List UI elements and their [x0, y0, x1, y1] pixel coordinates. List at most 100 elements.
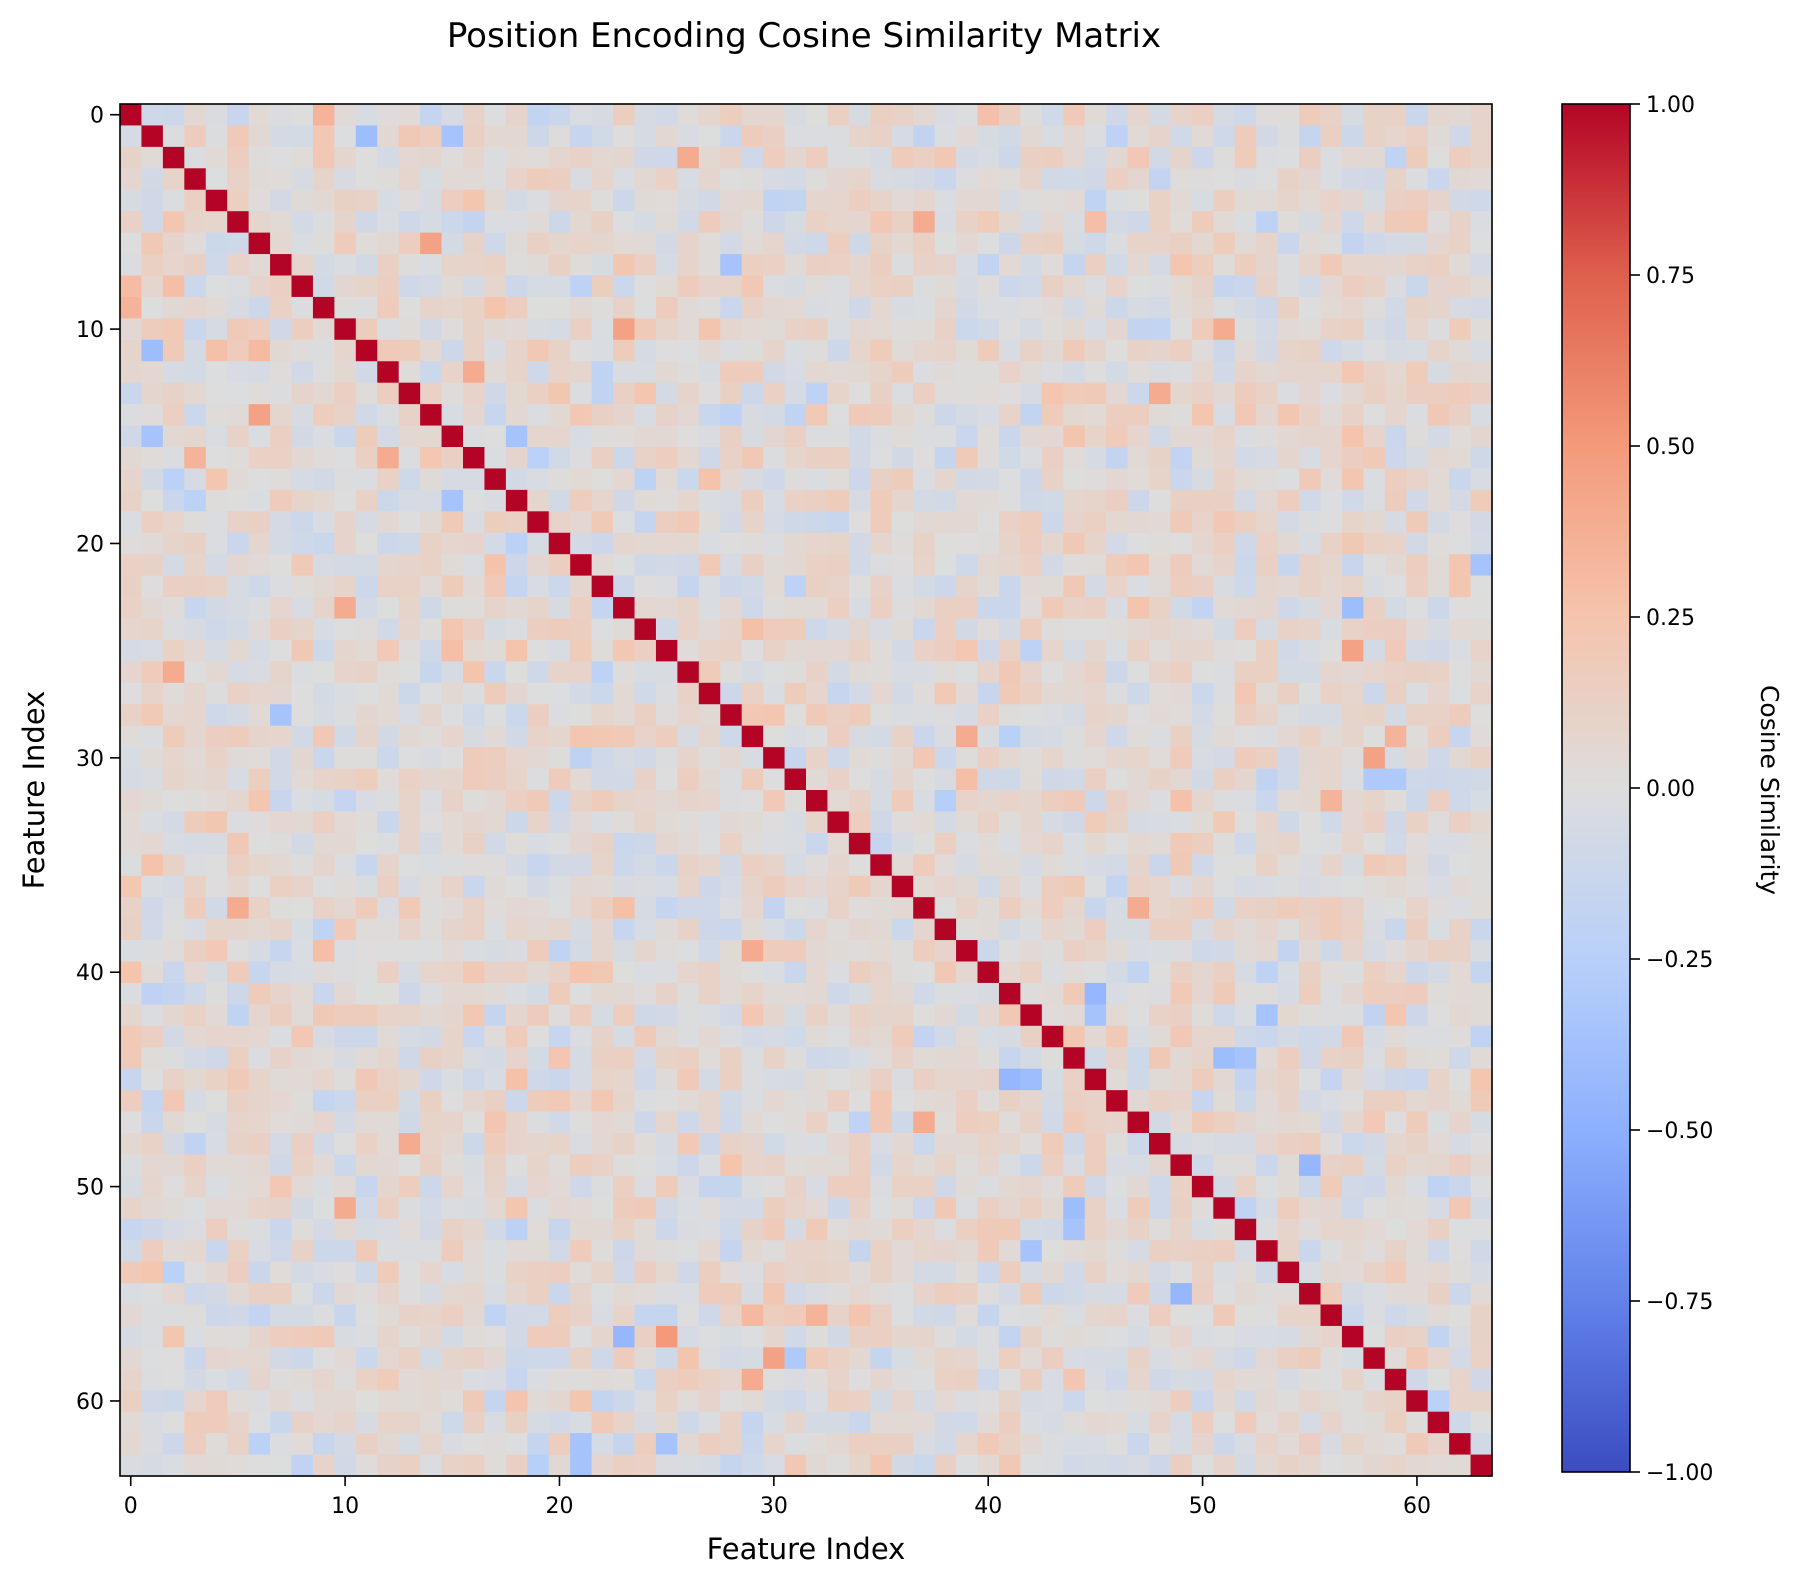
heatmap-cell [141, 1004, 164, 1027]
heatmap-cell [1406, 575, 1429, 598]
heatmap-cell [1234, 704, 1257, 727]
heatmap-cell [398, 661, 421, 684]
heatmap-cell [184, 768, 207, 791]
heatmap-cell [1341, 1154, 1364, 1177]
heatmap-cell [291, 554, 314, 577]
heatmap-cell [1341, 339, 1364, 362]
heatmap-cell [1213, 532, 1236, 555]
heatmap-cell [505, 1347, 528, 1370]
heatmap-cell [891, 489, 914, 512]
heatmap-cell [763, 1261, 786, 1284]
heatmap-cell [463, 1390, 486, 1413]
heatmap-cell [891, 1454, 914, 1477]
heatmap-cell [227, 1390, 250, 1413]
heatmap-cell [1256, 940, 1279, 963]
heatmap-cell [763, 254, 786, 277]
heatmap-cell [1320, 382, 1343, 405]
heatmap-cell [1234, 1433, 1257, 1456]
heatmap-cell [1191, 1433, 1214, 1456]
heatmap-cell [1127, 1197, 1150, 1220]
heatmap-cell [956, 425, 979, 448]
heatmap-cell [870, 1240, 893, 1263]
heatmap-cell [1341, 768, 1364, 791]
heatmap-cell [570, 1218, 593, 1241]
heatmap-cell [312, 425, 335, 448]
heatmap-cell [1084, 404, 1107, 427]
heatmap-cell [1213, 982, 1236, 1005]
heatmap-cell [312, 961, 335, 984]
heatmap-cell [398, 1411, 421, 1434]
heatmap-cell [891, 511, 914, 534]
heatmap-cell [1084, 554, 1107, 577]
heatmap-cell [827, 275, 850, 298]
heatmap-cell [1084, 1068, 1107, 1091]
heatmap-cell [355, 1433, 378, 1456]
heatmap-cell [505, 189, 528, 212]
heatmap-cell [655, 1454, 678, 1477]
heatmap-cell [977, 1133, 1000, 1156]
heatmap-cell [634, 597, 657, 620]
heatmap-cell [505, 961, 528, 984]
heatmap-cell [698, 1433, 721, 1456]
heatmap-cell [720, 532, 743, 555]
heatmap-cell [591, 790, 614, 813]
heatmap-cell [1427, 1025, 1450, 1048]
heatmap-cell [1063, 511, 1086, 534]
heatmap-cell [463, 832, 486, 855]
heatmap-cell [291, 639, 314, 662]
heatmap-cell [677, 425, 700, 448]
heatmap-cell [806, 897, 829, 920]
heatmap-cell [120, 982, 143, 1005]
heatmap-cell [312, 361, 335, 384]
heatmap-cell [913, 639, 936, 662]
heatmap-cell [1341, 425, 1364, 448]
heatmap-cell [1427, 1454, 1450, 1477]
heatmap-cell [591, 832, 614, 855]
heatmap-cell [441, 511, 464, 534]
heatmap-cell [1234, 296, 1257, 319]
heatmap-cell [1256, 1240, 1279, 1263]
heatmap-cell [248, 1133, 271, 1156]
heatmap-cell [1234, 725, 1257, 748]
heatmap-cell [334, 489, 357, 512]
heatmap-cell [1191, 768, 1214, 791]
heatmap-cell [1256, 554, 1279, 577]
heatmap-cell [377, 146, 400, 169]
heatmap-cell [1277, 1390, 1300, 1413]
heatmap-cell [1470, 189, 1493, 212]
heatmap-cell [613, 468, 636, 491]
heatmap-cell [1041, 189, 1064, 212]
heatmap-cell [1341, 1218, 1364, 1241]
heatmap-cell [634, 1411, 657, 1434]
heatmap-cell [1341, 1025, 1364, 1048]
heatmap-cell [1063, 1068, 1086, 1091]
heatmap-cell [591, 404, 614, 427]
heatmap-cell [1363, 1197, 1386, 1220]
heatmap-cell [334, 790, 357, 813]
heatmap-cell [463, 1368, 486, 1391]
heatmap-cell [1256, 1261, 1279, 1284]
heatmap-cell [1406, 168, 1429, 191]
heatmap-cell [334, 1068, 357, 1091]
heatmap-cell [1363, 1068, 1386, 1091]
heatmap-cell [270, 1368, 293, 1391]
heatmap-cell [527, 361, 550, 384]
heatmap-cell [913, 1154, 936, 1177]
heatmap-cell [1170, 382, 1193, 405]
heatmap-cell [763, 618, 786, 641]
heatmap-cell [998, 404, 1021, 427]
heatmap-cell [270, 961, 293, 984]
heatmap-cell [484, 639, 507, 662]
heatmap-cell [270, 1025, 293, 1048]
heatmap-cell [570, 747, 593, 770]
heatmap-cell [1384, 489, 1407, 512]
heatmap-cell [720, 254, 743, 277]
heatmap-cell [1170, 1411, 1193, 1434]
heatmap-cell [1041, 1175, 1064, 1198]
heatmap-cell [1427, 1411, 1450, 1434]
heatmap-cell [741, 1047, 764, 1070]
heatmap-cell [355, 489, 378, 512]
heatmap-cell [720, 682, 743, 705]
heatmap-cell [1470, 468, 1493, 491]
heatmap-cell [527, 1433, 550, 1456]
